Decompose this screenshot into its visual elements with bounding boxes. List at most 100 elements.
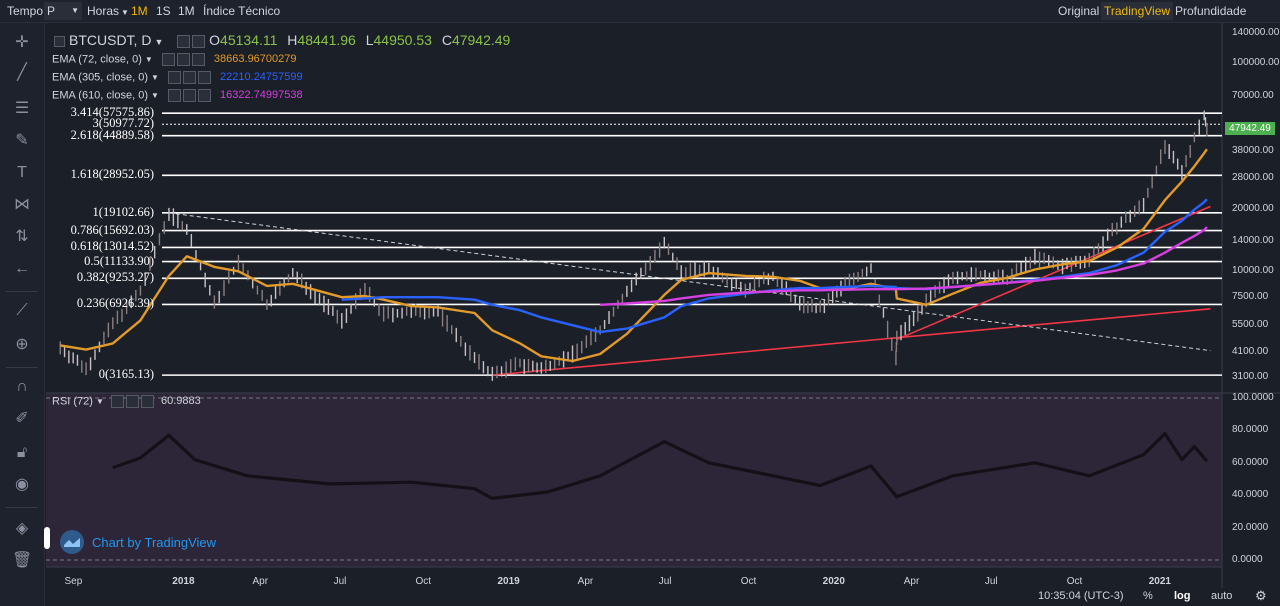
fib-retracement (162, 112, 1222, 376)
price-axis-tick: 5500.00 (1232, 319, 1269, 331)
pattern-icon[interactable]: ⋈ (14, 196, 30, 213)
hide-icon[interactable] (192, 34, 206, 48)
time-axis-tick: Jul (333, 576, 347, 587)
time-axis-tick: 2020 (822, 576, 845, 587)
symbol-legend: BTCUSDT, D ▼ O45134.11 H48441.96 L44950.5… (52, 32, 510, 48)
ema305-value: 22210.24757599 (220, 71, 303, 84)
price-axis-tick: 38000.00 (1232, 144, 1274, 156)
interval-1s-button[interactable]: 1S (156, 4, 171, 18)
ruler-icon[interactable]: ⟋ (16, 302, 28, 319)
time-axis-tick: Apr (903, 576, 920, 587)
time-menu[interactable]: Tempo (7, 4, 44, 18)
high-key: H (287, 32, 298, 48)
ema610-value: 16322.74997538 (220, 89, 303, 102)
low-key: L (365, 32, 374, 48)
hours-select[interactable]: Horas ▼ (84, 2, 132, 20)
settings-gear-icon[interactable]: ⚙ (1255, 588, 1267, 603)
close-value: 47942.49 (451, 32, 511, 48)
toolbar-collapse-handle[interactable] (44, 527, 50, 549)
chevron-down-icon[interactable]: ▼ (151, 91, 159, 101)
time-axis-tick: Oct (740, 576, 757, 587)
trendline-resistance-2017 (168, 212, 1211, 352)
time-axis-tick: Oct (1066, 576, 1083, 587)
prediction-icon[interactable]: ⇅ (15, 228, 29, 245)
zoom-icon[interactable]: ⊕ (15, 336, 29, 353)
fib-level-label: 0.618(13014.52) (70, 239, 154, 254)
remove-icon[interactable] (197, 89, 211, 102)
lock-icon[interactable]: 🔓︎ (16, 444, 28, 461)
rsi-axis-tick: 60.0000 (1232, 456, 1269, 468)
tradingview-watermark[interactable]: Chart by TradingView (60, 530, 216, 554)
hide-icon[interactable] (125, 395, 139, 408)
toolbar-divider (6, 367, 38, 368)
rsi-axis-tick: 100.0000 (1232, 392, 1274, 403)
chevron-down-icon[interactable]: ▼ (154, 37, 164, 47)
symbol-toggle-icon[interactable] (54, 35, 65, 47)
percent-scale-button[interactable]: % (1143, 590, 1153, 602)
tradingview-logo-icon (60, 530, 84, 554)
chevron-down-icon[interactable]: ▼ (144, 55, 153, 65)
fib-level-label: 0.786(15692.03) (70, 222, 154, 237)
chevron-down-icon[interactable]: ▼ (95, 397, 104, 407)
watermark-text: Chart by TradingView (92, 534, 217, 550)
back-arrow-icon[interactable]: ← (14, 260, 30, 277)
settings-icon[interactable] (110, 395, 124, 408)
auto-scale-button[interactable]: auto (1211, 590, 1233, 602)
settings-icon[interactable] (167, 71, 181, 84)
interval-1m-button[interactable]: 1M (131, 4, 148, 18)
time-axis-tick: Jul (984, 576, 998, 587)
ema305-label[interactable]: EMA (305, close, 0) (52, 71, 148, 84)
fib-tool-icon[interactable]: ☰ (14, 100, 30, 117)
indicators-button[interactable]: Índice Técnico (203, 4, 281, 18)
hide-icon[interactable] (182, 71, 196, 84)
log-scale-button[interactable]: log (1174, 590, 1191, 602)
eye-icon[interactable]: ◉ (15, 476, 29, 493)
rsi-pane-background (46, 393, 1222, 567)
settings-icon[interactable] (177, 34, 191, 48)
settings-icon[interactable] (161, 53, 175, 66)
drawing-toolbar: ✛ ╱ ☰ ✎ T ⋈ ⇅ ← ⟋ ⊕ ∩ ✐ 🔓︎ ◉ ◈ 🗑︎ (0, 23, 45, 606)
fib-level-label: 3.414(57575.86) (70, 105, 154, 120)
hide-icon[interactable] (182, 89, 196, 102)
price-axis-tick: 100000.00 (1232, 57, 1280, 69)
high-value: 48441.96 (297, 32, 356, 48)
remove-icon[interactable] (191, 53, 205, 66)
toolbar-divider (6, 507, 38, 508)
price-axis-tick: 140000.00 (1232, 27, 1280, 38)
chart-type-select[interactable]: P ▼ (44, 2, 82, 20)
trash-icon[interactable]: 🗑︎ (12, 552, 33, 569)
layers-icon[interactable]: ◈ (15, 520, 29, 537)
rsi-line (112, 432, 1209, 500)
hours-label: Horas (87, 4, 120, 18)
open-value: 45134.11 (220, 32, 278, 48)
open-key: O (209, 32, 221, 48)
brush-icon[interactable]: ✎ (15, 132, 29, 149)
ema610-label[interactable]: EMA (610, close, 0) (52, 89, 148, 102)
view-tradingview-button[interactable]: TradingView (1101, 2, 1174, 20)
interval-1M-button[interactable]: 1M (178, 4, 195, 18)
fib-level-label: 2.618(44889.58) (70, 127, 154, 142)
view-depth-button[interactable]: Profundidade (1175, 4, 1247, 18)
rsi-legend: RSI (72) ▼ 60.9883 (52, 395, 201, 408)
lock-drawing-icon[interactable]: ✐ (15, 410, 29, 427)
trendline-icon[interactable]: ╱ (17, 64, 27, 81)
magnet-icon[interactable]: ∩ (16, 378, 28, 395)
rsi-value: 60.9883 (161, 395, 201, 408)
hide-icon[interactable] (176, 53, 190, 66)
rsi-label[interactable]: RSI (72) (52, 395, 93, 408)
time-axis-tick: Apr (252, 576, 269, 587)
settings-icon[interactable] (167, 89, 181, 102)
ema72-label[interactable]: EMA (72, close, 0) (52, 53, 142, 66)
remove-icon[interactable] (197, 71, 211, 84)
symbol-title[interactable]: BTCUSDT, D (69, 32, 152, 48)
view-original-button[interactable]: Original (1058, 4, 1100, 18)
remove-icon[interactable] (140, 395, 154, 408)
text-tool-icon[interactable]: T (17, 164, 27, 181)
ema305-legend: EMA (305, close, 0) ▼ 22210.24757599 (52, 71, 303, 84)
fib-level-label: 1(19102.66) (92, 204, 154, 219)
chevron-down-icon[interactable]: ▼ (151, 73, 159, 83)
crosshair-icon[interactable]: ✛ (15, 34, 29, 51)
chevron-down-icon: ▼ (121, 8, 129, 17)
low-value: 44950.53 (373, 32, 432, 48)
